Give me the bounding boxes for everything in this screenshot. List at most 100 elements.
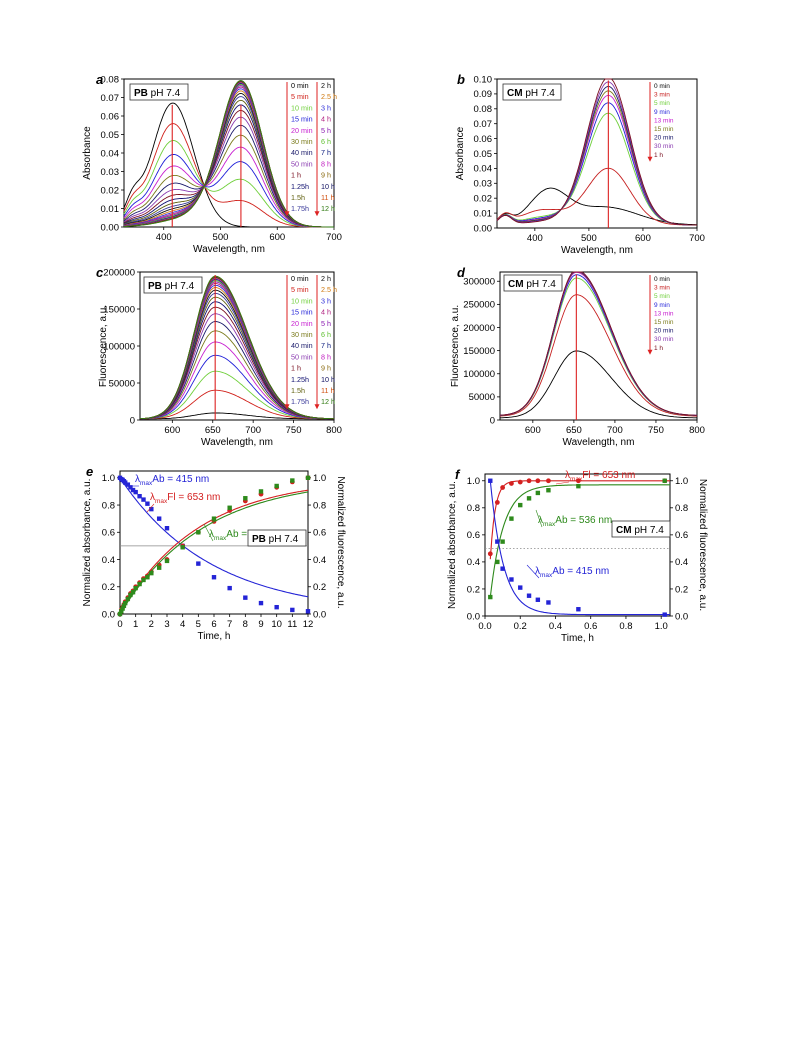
y-tick-label: 0.01	[474, 208, 493, 219]
y2-axis-label: Normalized fluorescence, a.u.	[697, 479, 708, 611]
x-tick-label: 2	[149, 619, 154, 630]
x-tick-label: 10	[271, 619, 282, 630]
legend-entry: 20 min	[291, 126, 313, 135]
sample-tag: CM pH 7.4	[507, 88, 555, 99]
spectrum-line	[139, 275, 334, 420]
series-label-sub: max	[570, 476, 583, 483]
data-point	[526, 496, 532, 501]
data-point	[305, 475, 311, 481]
label-leader	[526, 564, 540, 579]
data-point	[180, 545, 185, 550]
sample-tag-name: PB	[252, 534, 266, 545]
data-point	[662, 612, 667, 617]
y-tick-label: 300000	[463, 277, 495, 288]
y2-tick-label: 0.0	[675, 611, 688, 622]
y-tick-label: 1.0	[102, 473, 115, 484]
series-label: λmaxAb = 536 nm	[538, 515, 612, 528]
legend-entry: 7 h	[321, 148, 331, 157]
data-point	[576, 483, 581, 489]
y-tick-label: 0.00	[474, 223, 493, 234]
y-tick-label: 0.2	[467, 584, 480, 595]
spectrum-line	[140, 370, 334, 420]
x-tick-label: 1	[133, 619, 138, 630]
legend-entry: 0 min	[291, 81, 309, 90]
axes-box	[499, 271, 698, 421]
legend-entry: 3 min	[654, 92, 670, 99]
sample-tag: CM pH 7.4	[508, 279, 556, 290]
data-point	[500, 485, 506, 490]
legend-entry: 15 min	[654, 126, 674, 133]
data-point	[130, 590, 136, 595]
lambda-symbol: λ	[209, 529, 214, 540]
sample-tag-box	[129, 83, 189, 101]
y-tick-label: 50000	[109, 378, 135, 389]
data-point	[196, 530, 201, 535]
y-tick-label: 0.02	[101, 185, 120, 196]
y2-tick-label: 0.6	[313, 528, 326, 539]
series-label-sub: max	[155, 498, 168, 505]
series-label: λmaxAb = 415 nm	[535, 566, 609, 579]
sample-tag-condition: pH 7.4	[148, 88, 181, 99]
series-label-main: Ab = 415 nm	[552, 566, 609, 577]
fit-curve	[119, 477, 309, 598]
x-tick-label: 1.0	[655, 621, 668, 632]
panel-label: d	[457, 265, 466, 280]
y2-tick-label: 1.0	[313, 473, 326, 484]
legend-entry: 1 h	[654, 345, 663, 352]
y-tick-label: 0.02	[474, 194, 493, 205]
data-point	[509, 516, 514, 521]
legend-entry: 1.25h	[291, 182, 309, 191]
y-tick-label: 0.03	[474, 179, 493, 190]
data-point	[576, 607, 581, 612]
legend-arrow-head-2	[314, 404, 320, 410]
legend-entry: 1.5h	[291, 193, 305, 202]
sample-tag-box	[503, 274, 563, 292]
data-point	[535, 597, 541, 602]
spectrum-line	[496, 187, 697, 226]
chart-panel-f: f0.0 0.2 0.4 0.6 0.8 1.00.0 0.00.2 0.20.4 0.40.6…	[447, 467, 708, 644]
series-label: λmaxAb = 415 nm	[135, 474, 209, 487]
y-tick-label: 0.06	[101, 111, 120, 122]
y2-axis-label: Normalized fluorescence, a.u.	[335, 476, 346, 608]
spectrum-line	[496, 167, 697, 226]
x-axis-label: Wavelength, nm	[561, 245, 633, 256]
y-tick-label: 0.01	[101, 204, 120, 215]
legend-entry: 30 min	[654, 336, 674, 343]
y2-tick-label: 0.4	[313, 555, 326, 566]
x-axis-label: Time, h	[561, 633, 594, 644]
sample-tag-box	[247, 529, 307, 547]
legend-entry: 9 min	[654, 109, 670, 116]
label-leader	[146, 503, 155, 513]
series-label-sub: max	[140, 480, 153, 487]
legend-entry: 1.75h	[291, 397, 309, 406]
data-point	[125, 596, 131, 602]
y-tick-label: 0.08	[474, 104, 493, 115]
legend-entry: 0 min	[291, 274, 309, 283]
y-tick-label: 0.07	[474, 119, 493, 130]
data-point	[518, 585, 523, 590]
legend-entry: 1.5h	[291, 386, 305, 395]
y2-tick-label: 0.2	[675, 584, 688, 595]
data-point	[119, 609, 124, 614]
sample-tag-name: CM	[507, 88, 523, 99]
x-tick-label: 5	[196, 619, 201, 630]
spectrum-line	[499, 294, 698, 417]
y2-tick-label: 1.0	[675, 476, 688, 487]
panel-label: c	[96, 265, 104, 280]
data-point	[243, 595, 248, 600]
x-tick-label: 400	[527, 233, 543, 244]
data-point	[211, 516, 217, 521]
legend-entry: 15 min	[291, 115, 313, 124]
x-tick-label: 650	[205, 425, 221, 436]
legend-entry: 30 min	[291, 330, 313, 339]
legend-entry: 0 min	[654, 276, 670, 283]
y-tick-label: 0	[130, 415, 135, 426]
spectrum-line	[500, 350, 697, 419]
lambda-symbol: λ	[535, 566, 540, 577]
data-point	[290, 607, 295, 613]
spectrum-line	[140, 389, 335, 420]
panel-label: a	[96, 72, 103, 87]
legend-entry: 12 h	[321, 204, 335, 213]
data-point	[526, 593, 532, 598]
data-point	[305, 609, 311, 614]
